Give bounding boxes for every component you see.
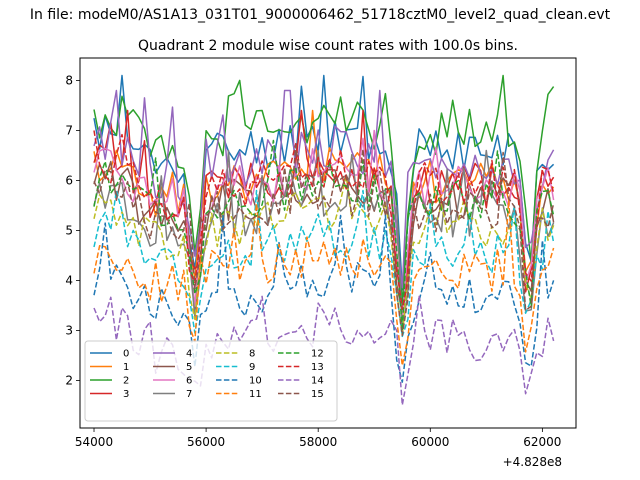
legend-label-15: 15 — [311, 389, 324, 400]
y-axis: 2 3 4 5 6 7 8 — [65, 74, 80, 388]
legend-label-5: 5 — [186, 362, 192, 373]
legend-label-13: 13 — [311, 362, 324, 373]
legend-label-12: 12 — [311, 349, 324, 360]
x-tick-label: 54000 — [75, 435, 113, 449]
legend-label-7: 7 — [186, 389, 192, 400]
y-tick-label: 8 — [65, 74, 73, 88]
legend-label-8: 8 — [249, 349, 255, 360]
plot-area-frame — [79, 57, 577, 429]
series-line-1 — [93, 109, 555, 312]
series-line-9 — [93, 189, 555, 338]
x-tick-label: 56000 — [187, 435, 225, 449]
series-line-8 — [93, 175, 555, 337]
y-tick-label: 5 — [65, 224, 73, 238]
series-line-13 — [93, 130, 555, 311]
legend-label-0: 0 — [123, 349, 129, 360]
x-tick-label: 62000 — [523, 435, 561, 449]
y-tick-label: 2 — [65, 374, 73, 388]
legend-label-4: 4 — [186, 349, 192, 360]
figure-suptitle: In file: modeM0/AS1A13_031T01_9000006462… — [30, 7, 611, 23]
legend-label-1: 1 — [123, 362, 129, 373]
legend-frame — [84, 340, 338, 422]
series-line-0 — [93, 74, 555, 291]
series-line-10 — [93, 214, 555, 383]
y-tick-label: 4 — [65, 274, 73, 288]
series-line-11 — [93, 199, 555, 367]
y-tick-label: 6 — [65, 174, 73, 188]
series-layer — [93, 74, 555, 406]
series-line-4 — [93, 89, 555, 289]
legend-label-9: 9 — [249, 362, 255, 373]
legend-label-6: 6 — [186, 376, 192, 387]
legend-label-10: 10 — [249, 376, 262, 387]
legend-label-3: 3 — [123, 389, 129, 400]
series-line-2 — [93, 74, 555, 307]
series-line-15 — [93, 144, 555, 337]
x-offset-label: +4.828e8 — [503, 455, 562, 469]
legend-label-2: 2 — [123, 376, 129, 387]
series-line-7 — [93, 149, 555, 332]
x-axis: 54000 56000 58000 60000 62000 — [75, 428, 561, 449]
series-line-14 — [93, 294, 555, 406]
y-tick-label: 7 — [65, 124, 73, 138]
x-tick-label: 60000 — [411, 435, 449, 449]
y-tick-label: 3 — [65, 324, 73, 338]
x-tick-label: 58000 — [299, 435, 337, 449]
legend-label-14: 14 — [311, 376, 324, 387]
legend-label-11: 11 — [249, 389, 262, 400]
chart-title: Quadrant 2 module wise count rates with … — [138, 38, 518, 54]
